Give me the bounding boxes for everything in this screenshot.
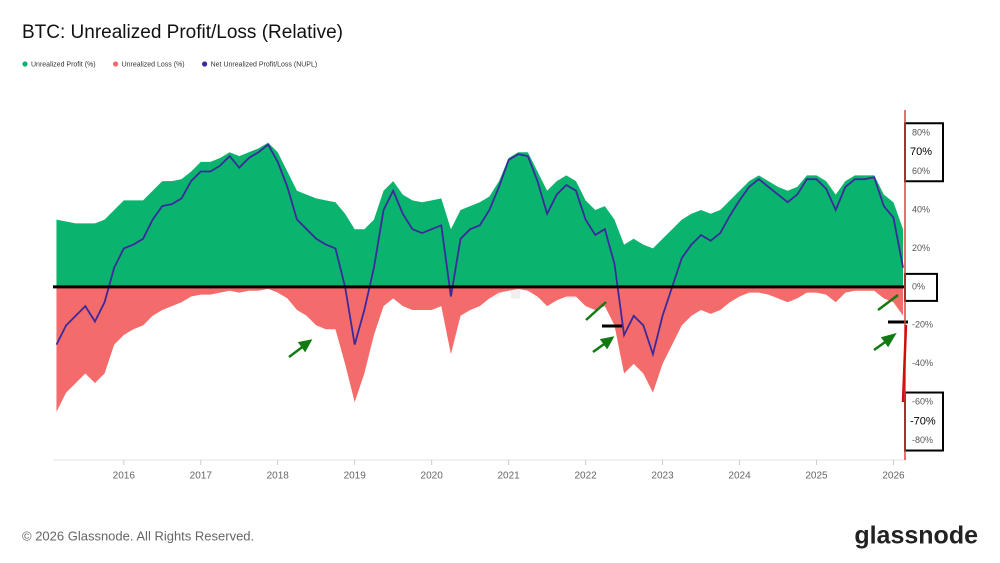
x-tick-label: 2023 (651, 471, 674, 482)
y-tick-label: 40% (912, 204, 930, 214)
y-tick-label: 0% (912, 281, 925, 291)
annotation-label: 70% (910, 146, 932, 158)
y-tick-label: -60% (912, 397, 933, 407)
y-tick-label: 60% (912, 166, 930, 176)
area (56, 286, 904, 412)
chart-title: BTC: Unrealized Profit/Loss (Relative) (22, 22, 343, 43)
legend-label: Unrealized Loss (%) (122, 61, 185, 68)
y-tick-label: -80% (912, 435, 933, 445)
y-tick-label: -20% (912, 320, 933, 330)
footer: © 2026 Glassnode. All Rights Reserved. (22, 528, 254, 543)
arrow (877, 294, 899, 311)
legend-swatch (202, 61, 208, 67)
x-tick-label: 2022 (574, 471, 597, 482)
x-tick-label: 2020 (421, 471, 444, 482)
y-tick-label: -40% (912, 358, 933, 368)
area (56, 142, 904, 287)
x-tick-label: 2021 (498, 471, 521, 482)
y-tick-label: 80% (912, 127, 930, 137)
legend-swatch (22, 61, 28, 67)
plot-area: glassnode2016201720182019202020212022202… (53, 122, 944, 482)
y-tick-label: 20% (912, 243, 930, 253)
arrow (585, 301, 607, 321)
x-tick-label: 2019 (344, 471, 367, 482)
arrow-head (297, 339, 313, 353)
x-tick-label: 2018 (267, 471, 290, 482)
x-tick-label: 2016 (113, 471, 136, 482)
x-tick-label: 2024 (728, 471, 751, 482)
legend-label: Unrealized Profit (%) (31, 61, 96, 68)
legend-label: Net Unrealized Profit/Loss (NUPL) (211, 61, 318, 68)
x-tick-label: 2026 (882, 471, 905, 482)
legend: Unrealized Profit (%) Unrealized Loss (%)… (22, 61, 317, 68)
line (55, 143, 904, 358)
annotation-label: -70% (910, 415, 936, 427)
legend-swatch (112, 61, 119, 67)
arrow-head (880, 332, 897, 348)
arrow-head (599, 336, 615, 350)
red-arrow (901, 324, 908, 403)
x-tick-label: 2017 (190, 471, 213, 482)
logo: glassnode (854, 522, 978, 550)
x-tick-label: 2025 (805, 471, 828, 482)
annotation-arrows (288, 294, 899, 358)
